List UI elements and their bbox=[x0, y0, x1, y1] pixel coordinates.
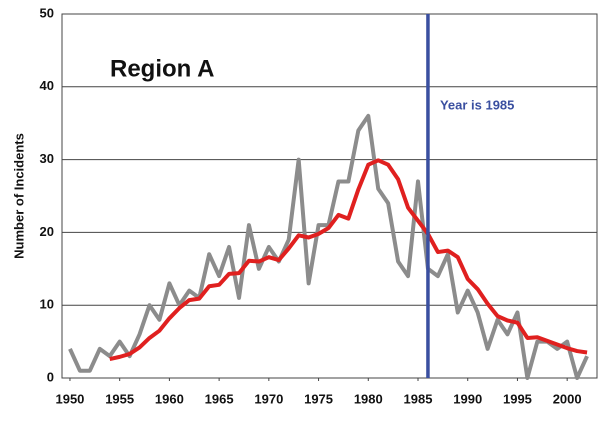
x-tick-label: 2000 bbox=[553, 391, 582, 406]
x-tick-label: 1975 bbox=[304, 391, 333, 406]
plot-frame bbox=[61, 13, 598, 379]
x-tick-label: 1980 bbox=[354, 391, 383, 406]
x-tick-label: 1970 bbox=[254, 391, 283, 406]
chart-title: Region A bbox=[110, 55, 214, 82]
y-tick-label: 10 bbox=[40, 297, 54, 312]
annotation: Year is 1985 bbox=[440, 97, 514, 112]
y-tick-label: 40 bbox=[40, 78, 54, 93]
x-tick-label: 1950 bbox=[55, 391, 84, 406]
x-tick-label: 1985 bbox=[404, 391, 433, 406]
x-tick-label: 1960 bbox=[155, 391, 184, 406]
x-tick-label: 1990 bbox=[453, 391, 482, 406]
y-tick-label: 20 bbox=[40, 224, 54, 239]
y-tick-label: 0 bbox=[47, 369, 54, 384]
x-tick-label: 1955 bbox=[105, 391, 134, 406]
x-tick-label: 1965 bbox=[205, 391, 234, 406]
x-tick-label: 1995 bbox=[503, 391, 532, 406]
y-axis-label: Number of Incidents bbox=[11, 133, 26, 259]
y-tick-label: 30 bbox=[40, 151, 54, 166]
y-tick-label: 50 bbox=[40, 5, 54, 20]
series-line bbox=[109, 158, 588, 362]
